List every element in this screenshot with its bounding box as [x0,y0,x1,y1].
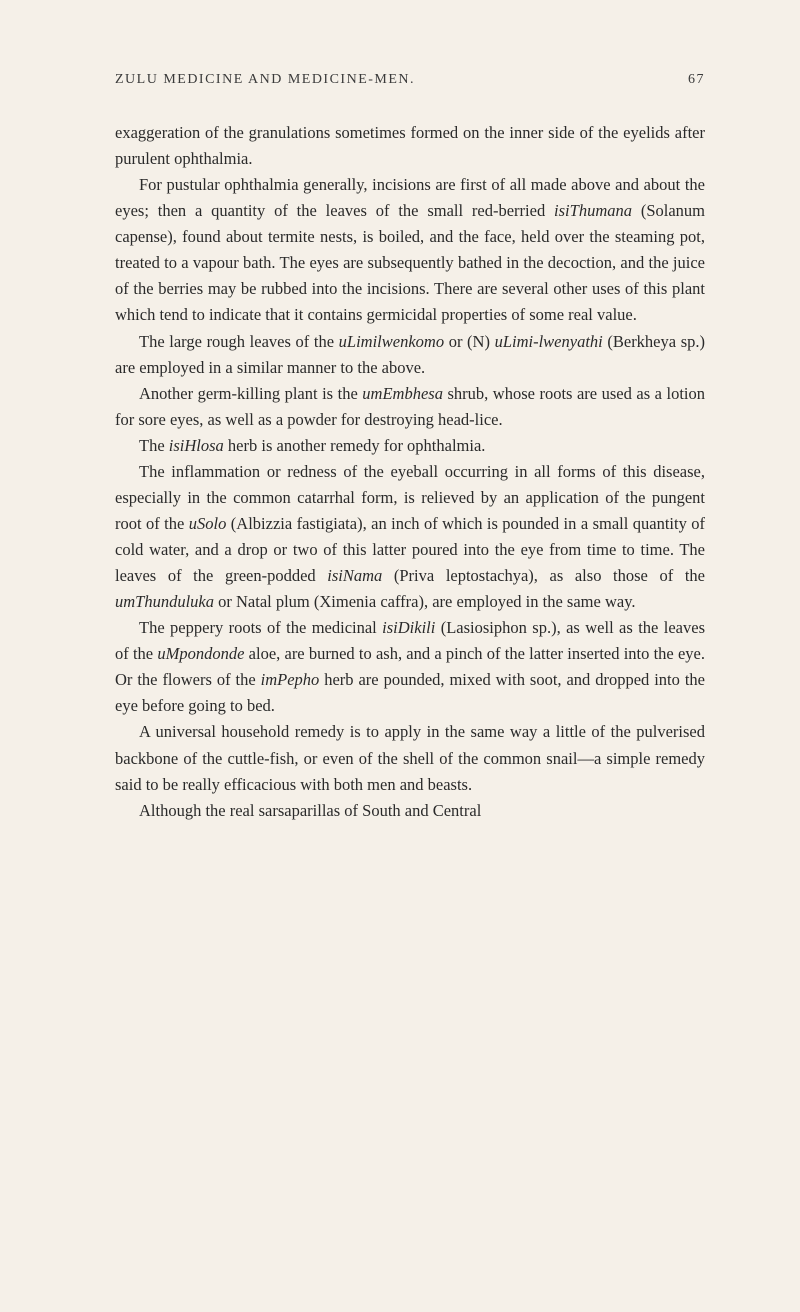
p9-text: Although the real sarsaparillas of South… [139,801,481,820]
p5-italic-1: isiHlosa [169,436,224,455]
paragraph-8: A universal household remedy is to apply… [115,719,705,797]
p6-italic-2: isiNama [327,566,382,585]
p7-text-a: The peppery roots of the medicinal [139,618,382,637]
paragraph-9: Although the real sarsaparillas of South… [115,798,705,824]
p3-italic-1: uLimilwenkomo [339,332,444,351]
paragraph-1: exaggeration of the granulations sometim… [115,120,705,172]
p7-italic-2: uMpondonde [157,644,244,663]
page-header: ZULU MEDICINE AND MEDICINE-MEN. 67 [115,72,705,88]
header-title: ZULU MEDICINE AND MEDICINE-MEN. [115,72,415,88]
p3-text-a: The large rough leaves of the [139,332,339,351]
p4-text-a: Another germ-killing plant is the [139,384,362,403]
paragraph-4: Another germ-killing plant is the umEmbh… [115,381,705,433]
p8-text: A universal household remedy is to apply… [115,722,705,793]
p5-text-a: The [139,436,169,455]
paragraph-7: The peppery roots of the medicinal isiDi… [115,615,705,719]
p1-text: exaggeration of the granulations sometim… [115,123,705,168]
paragraph-2: For pustular ophthalmia generally, incis… [115,172,705,328]
body-text: exaggeration of the granulations sometim… [115,120,705,824]
p3-text-b: or (N) [444,332,495,351]
paragraph-5: The isiHlosa herb is another remedy for … [115,433,705,459]
p6-text-d: or Natal plum (Ximenia caffra), are empl… [214,592,636,611]
p6-italic-1: uSolo [189,514,227,533]
p5-text-b: herb is another remedy for ophthalmia. [224,436,486,455]
p3-italic-2: uLimi-lwenyathi [495,332,603,351]
p4-italic-1: umEmbhesa [362,384,443,403]
p7-italic-3: imPepho [261,670,320,689]
p2-italic-1: isiThumana [554,201,632,220]
paragraph-3: The large rough leaves of the uLimilwenk… [115,329,705,381]
page-container: ZULU MEDICINE AND MEDICINE-MEN. 67 exagg… [0,0,800,904]
paragraph-6: The inflammation or redness of the eyeba… [115,459,705,615]
page-number: 67 [688,72,705,88]
p7-italic-1: isiDikili [382,618,435,637]
p6-text-c: (Priva leptostachya), as also those of t… [382,566,705,585]
p6-italic-3: umThunduluka [115,592,214,611]
